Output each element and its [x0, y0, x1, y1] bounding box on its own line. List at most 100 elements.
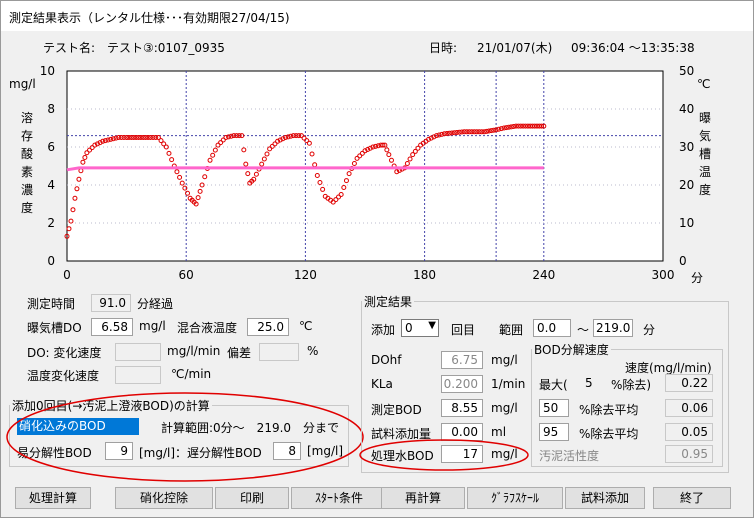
- series-point: [320, 186, 326, 192]
- easy-bod-unit: [mg/l]：遅分解性BOD: [139, 446, 262, 460]
- decomp-group: BOD分解速度: [531, 341, 723, 467]
- series-point: [283, 135, 289, 140]
- graph-scale-button[interactable]: ｸﾞﾗﾌｽｹｰﾙ: [467, 487, 563, 509]
- series-point: [520, 123, 526, 129]
- series-point: [529, 123, 535, 129]
- series-point: [503, 125, 509, 131]
- series-point: [341, 185, 347, 191]
- series-point: [234, 133, 240, 139]
- right-axis-label-char: 槽: [699, 147, 712, 161]
- x-unit: 分: [691, 271, 704, 285]
- row2-pct-input[interactable]: 95: [539, 423, 569, 441]
- series-point: [515, 123, 521, 129]
- nitrification-deduct-button[interactable]: 硝化控除: [115, 487, 213, 509]
- series-point: [309, 151, 315, 157]
- series-point: [496, 126, 502, 132]
- series-point: [150, 135, 156, 140]
- series-point: [179, 180, 185, 186]
- y-tick-label: 8: [47, 102, 55, 116]
- series-point: [236, 133, 242, 139]
- exit-button[interactable]: 終了: [653, 487, 731, 509]
- series-point: [373, 143, 379, 149]
- series-point: [501, 125, 507, 131]
- recalc-button[interactable]: 再計算: [381, 487, 465, 509]
- series-point: [365, 147, 371, 153]
- series-point: [245, 171, 251, 177]
- deviation-unit: %: [307, 344, 319, 358]
- dohf-unit: mg/l: [491, 353, 518, 367]
- series-point: [370, 144, 376, 150]
- temp-rate-label: 温度変化速度: [27, 369, 100, 383]
- series-point: [518, 123, 524, 129]
- row1-pct-input[interactable]: 50: [539, 399, 569, 417]
- right-axis-label-char: 温: [699, 165, 712, 179]
- range-to-input[interactable]: 219.0: [593, 319, 633, 337]
- treated-bod-label: 処理水BOD: [371, 449, 434, 463]
- left-axis-label-char: 濃: [21, 183, 34, 197]
- easy-bod-value[interactable]: 9: [105, 442, 133, 460]
- tank-do-label: 曝気槽DO: [27, 321, 82, 335]
- start-conditions-button[interactable]: ｽﾀｰﾄ条件: [291, 487, 387, 509]
- series-point: [185, 190, 191, 196]
- print-button[interactable]: 印刷: [215, 487, 289, 509]
- series-point: [486, 128, 492, 134]
- rate-header: 速度(mg/l/min): [625, 361, 712, 375]
- series-point: [108, 136, 114, 142]
- slow-bod-value[interactable]: 8: [273, 442, 301, 460]
- series-point: [207, 157, 213, 163]
- series-point: [269, 143, 275, 149]
- series-point: [375, 143, 381, 149]
- series-point: [488, 128, 494, 134]
- deviation-label: 偏差: [227, 346, 252, 360]
- series-point: [506, 124, 512, 130]
- add-count-select[interactable]: 0 ▼: [401, 319, 439, 337]
- elapsed-unit: 分経過: [137, 297, 174, 311]
- x-tick-label: 300: [652, 268, 675, 282]
- series-point: [275, 138, 281, 144]
- right-axis-label-char: 度: [699, 183, 712, 197]
- left-axis-label-char: 存: [21, 129, 34, 143]
- range-label: 範囲: [499, 323, 524, 337]
- series-point: [147, 135, 153, 140]
- series-point: [333, 197, 339, 203]
- calc-group-legend: 添加0回目(→汚泥上澄液BOD)の計算: [12, 399, 210, 413]
- series-point: [153, 135, 159, 140]
- series-point: [97, 140, 103, 146]
- calc-highlight-ellipse: [6, 392, 364, 482]
- kla-unit: 1/min: [491, 377, 526, 391]
- series-point: [64, 233, 70, 239]
- right-axis-label: 曝気槽温度: [699, 109, 711, 199]
- series-point: [110, 136, 116, 142]
- series-point: [66, 226, 72, 232]
- left-axis-label-char: 酸: [21, 147, 34, 161]
- range-from-input[interactable]: 0.0: [533, 319, 571, 337]
- series-point: [357, 153, 363, 159]
- mix-temp-value: 25.0: [247, 318, 289, 336]
- add-sample-button[interactable]: 試料添加: [565, 487, 645, 509]
- series-point: [133, 135, 139, 140]
- series-point: [72, 195, 78, 201]
- left-axis-label-char: 溶: [21, 111, 34, 125]
- y-tick-label: 2: [47, 216, 55, 230]
- y2-tick-label: 10: [679, 216, 694, 230]
- treated-bod-unit: mg/l: [491, 447, 518, 461]
- y2-tick-label: 40: [679, 102, 694, 116]
- series-point: [126, 135, 132, 140]
- series-point: [182, 185, 188, 191]
- range-tilde: ～: [577, 323, 590, 337]
- bod-mode-select[interactable]: 硝化込みのBOD: [17, 418, 139, 435]
- series-point: [384, 147, 390, 153]
- series-point: [449, 130, 455, 136]
- series-point: [84, 150, 90, 156]
- process-calc-button[interactable]: 処理計算: [15, 487, 91, 509]
- series-point: [446, 130, 452, 136]
- easy-bod-label: 易分解性BOD: [17, 446, 92, 460]
- series-point: [380, 142, 386, 148]
- series-point: [124, 135, 130, 140]
- row2-rate-value: 0.05: [665, 423, 713, 441]
- series-point: [293, 133, 299, 139]
- series-point: [143, 135, 149, 140]
- series-point: [140, 135, 146, 140]
- left-unit: mg/l: [9, 77, 36, 91]
- series-point: [197, 188, 203, 194]
